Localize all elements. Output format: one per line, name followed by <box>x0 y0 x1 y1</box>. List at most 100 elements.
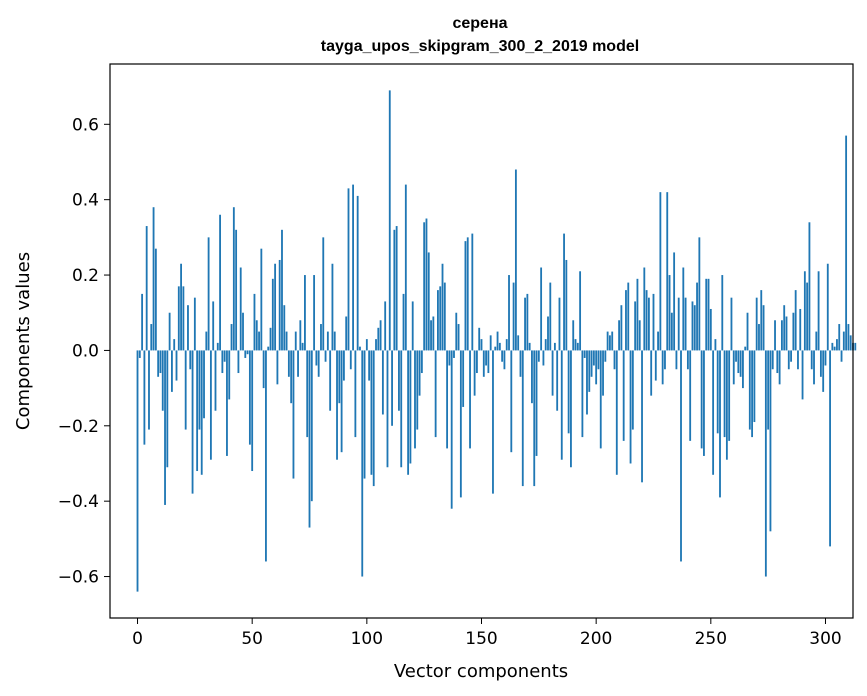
bar-104 <box>375 339 377 351</box>
bar-160 <box>503 350 506 370</box>
bar-239 <box>684 297 687 351</box>
bar-272 <box>760 290 763 351</box>
bar-91 <box>345 316 348 351</box>
bar-217 <box>634 301 637 351</box>
bar-69 <box>294 331 297 351</box>
bar-111 <box>391 350 393 426</box>
bar-43 <box>235 229 238 351</box>
bar-245 <box>698 237 701 351</box>
bar-110 <box>388 90 391 351</box>
bar-113 <box>395 226 398 351</box>
bar-8 <box>154 248 157 351</box>
y-axis: −0.6 −0.4 −0.2 0.0 0.2 0.4 0.6 <box>58 115 110 588</box>
bar-118 <box>407 350 410 475</box>
bar-44 <box>237 350 240 374</box>
bar-270 <box>755 297 758 351</box>
bar-235 <box>675 350 678 370</box>
bar-278 <box>774 320 776 351</box>
bar-112 <box>393 229 396 351</box>
bar-216 <box>631 350 634 430</box>
bar-276 <box>769 350 772 532</box>
bar-51 <box>253 293 256 351</box>
bar-33 <box>212 301 215 351</box>
bar-256 <box>723 350 726 438</box>
bar-271 <box>758 324 760 351</box>
y-tick-label: −0.4 <box>58 492 99 512</box>
bar-89 <box>340 350 343 453</box>
bar-260 <box>732 350 735 385</box>
bar-147 <box>473 350 476 396</box>
bar-58 <box>269 327 272 351</box>
bar-269 <box>753 350 756 423</box>
bar-76 <box>310 350 313 502</box>
bar-243 <box>693 305 696 351</box>
bar-234 <box>673 252 676 351</box>
bar-214 <box>627 282 630 351</box>
bar-12 <box>164 350 166 505</box>
bar-307 <box>840 350 843 362</box>
bar-98 <box>361 350 364 577</box>
bar-157 <box>496 331 499 351</box>
bar-2 <box>141 293 144 351</box>
y-tick-label: 0.6 <box>72 115 99 135</box>
bar-274 <box>764 350 767 577</box>
bar-53 <box>258 331 260 351</box>
bar-77 <box>313 275 316 351</box>
bar-264 <box>742 350 744 389</box>
bar-84 <box>329 350 332 411</box>
bar-252 <box>714 339 717 351</box>
bar-263 <box>739 350 742 377</box>
bar-309 <box>845 135 848 351</box>
bar-240 <box>686 350 689 370</box>
bar-289 <box>799 308 802 351</box>
bar-267 <box>748 350 751 430</box>
bar-250 <box>709 308 712 351</box>
bar-233 <box>670 312 673 351</box>
bar-249 <box>707 278 710 351</box>
bar-225 <box>652 293 655 351</box>
bar-1 <box>138 350 141 358</box>
chart-title: серена <box>452 15 507 32</box>
bar-15 <box>171 350 173 392</box>
chart-subtitle: tayga_upos_skipgram_300_2_2019 model <box>321 38 639 55</box>
bar-141 <box>459 350 462 498</box>
bar-126 <box>425 218 428 351</box>
bar-279 <box>776 350 779 374</box>
bar-88 <box>338 350 341 404</box>
bar-137 <box>450 350 453 509</box>
bar-142 <box>462 350 465 407</box>
bar-49 <box>248 350 251 445</box>
bar-124 <box>420 350 423 374</box>
bar-265 <box>744 346 747 351</box>
bar-85 <box>331 263 334 351</box>
bar-133 <box>441 263 444 351</box>
bar-187 <box>565 259 568 351</box>
bar-296 <box>815 331 818 351</box>
bar-70 <box>297 350 299 377</box>
bar-220 <box>641 350 643 483</box>
bar-181 <box>551 350 554 396</box>
bar-255 <box>721 275 724 351</box>
bar-96 <box>356 195 359 351</box>
bar-74 <box>306 350 309 438</box>
bar-61 <box>276 350 279 385</box>
bar-229 <box>661 350 664 385</box>
bar-35 <box>216 342 219 351</box>
bar-262 <box>737 350 740 374</box>
bar-155 <box>492 350 494 494</box>
bar-109 <box>386 350 389 468</box>
bar-68 <box>292 350 295 479</box>
bar-83 <box>326 331 329 351</box>
bar-297 <box>817 271 820 351</box>
bar-254 <box>719 350 721 498</box>
bar-247 <box>703 350 705 456</box>
bar-211 <box>620 305 623 351</box>
bar-236 <box>677 297 680 351</box>
bar-143 <box>464 241 467 351</box>
bar-163 <box>510 350 513 453</box>
bar-302 <box>829 350 831 547</box>
bar-45 <box>239 267 242 351</box>
bar-106 <box>379 320 382 351</box>
bar-107 <box>381 350 384 415</box>
